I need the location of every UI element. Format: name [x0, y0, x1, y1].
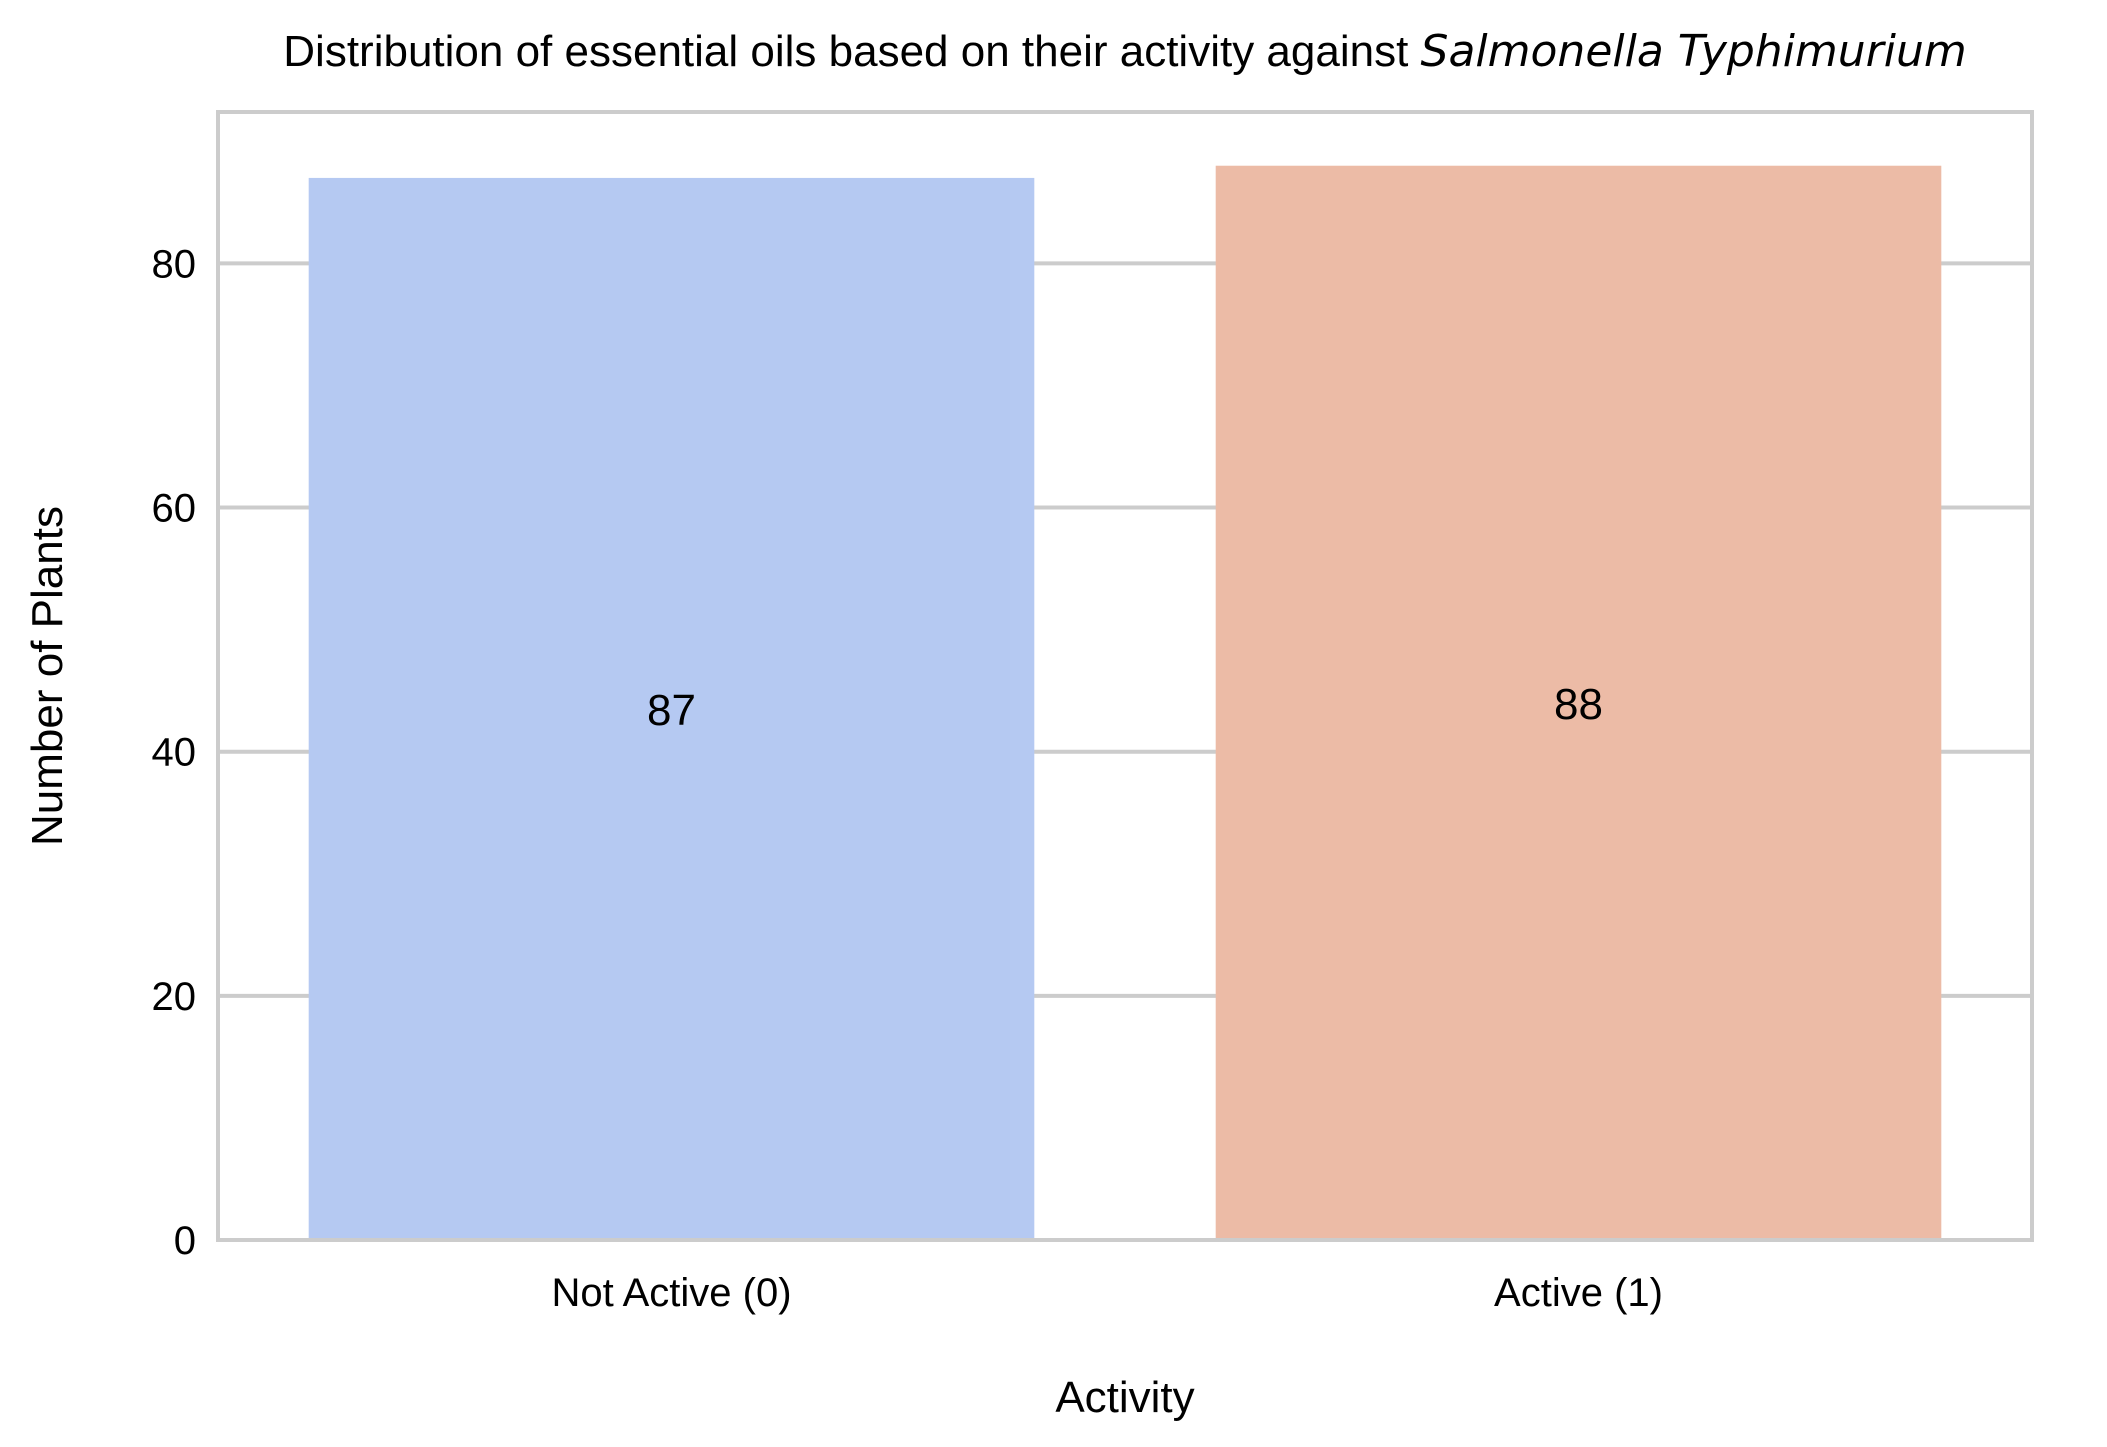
y-tick-label: 80	[152, 242, 197, 286]
x-axis-label: Activity	[1055, 1373, 1194, 1422]
y-tick-label: 0	[174, 1219, 196, 1263]
x-tick-label: Not Active (0)	[551, 1271, 791, 1315]
y-axis-label: Number of Plants	[23, 506, 72, 846]
y-tick-labels: 0 20 40 60 80	[152, 242, 197, 1263]
chart-title: Distribution of essential oils based on …	[283, 26, 1966, 77]
y-tick-label: 40	[152, 731, 197, 775]
bars	[308, 165, 1942, 1241]
bar	[308, 177, 1035, 1240]
x-tick-labels: Not Active (0) Active (1)	[551, 1271, 1663, 1315]
data-label: 87	[647, 686, 696, 735]
bar	[1215, 165, 1942, 1241]
chart-title-italic: Salmonella Typhimurium	[1421, 26, 1967, 77]
y-tick-label: 20	[152, 975, 197, 1019]
data-label: 88	[1554, 680, 1603, 729]
plot-frame	[216, 110, 2034, 1242]
y-tick-label: 60	[152, 487, 197, 531]
chart-title-main: Distribution of essential oils based on …	[283, 27, 1408, 76]
x-tick-label: Active (1)	[1494, 1271, 1663, 1315]
data-labels: 87 88	[647, 680, 1603, 735]
